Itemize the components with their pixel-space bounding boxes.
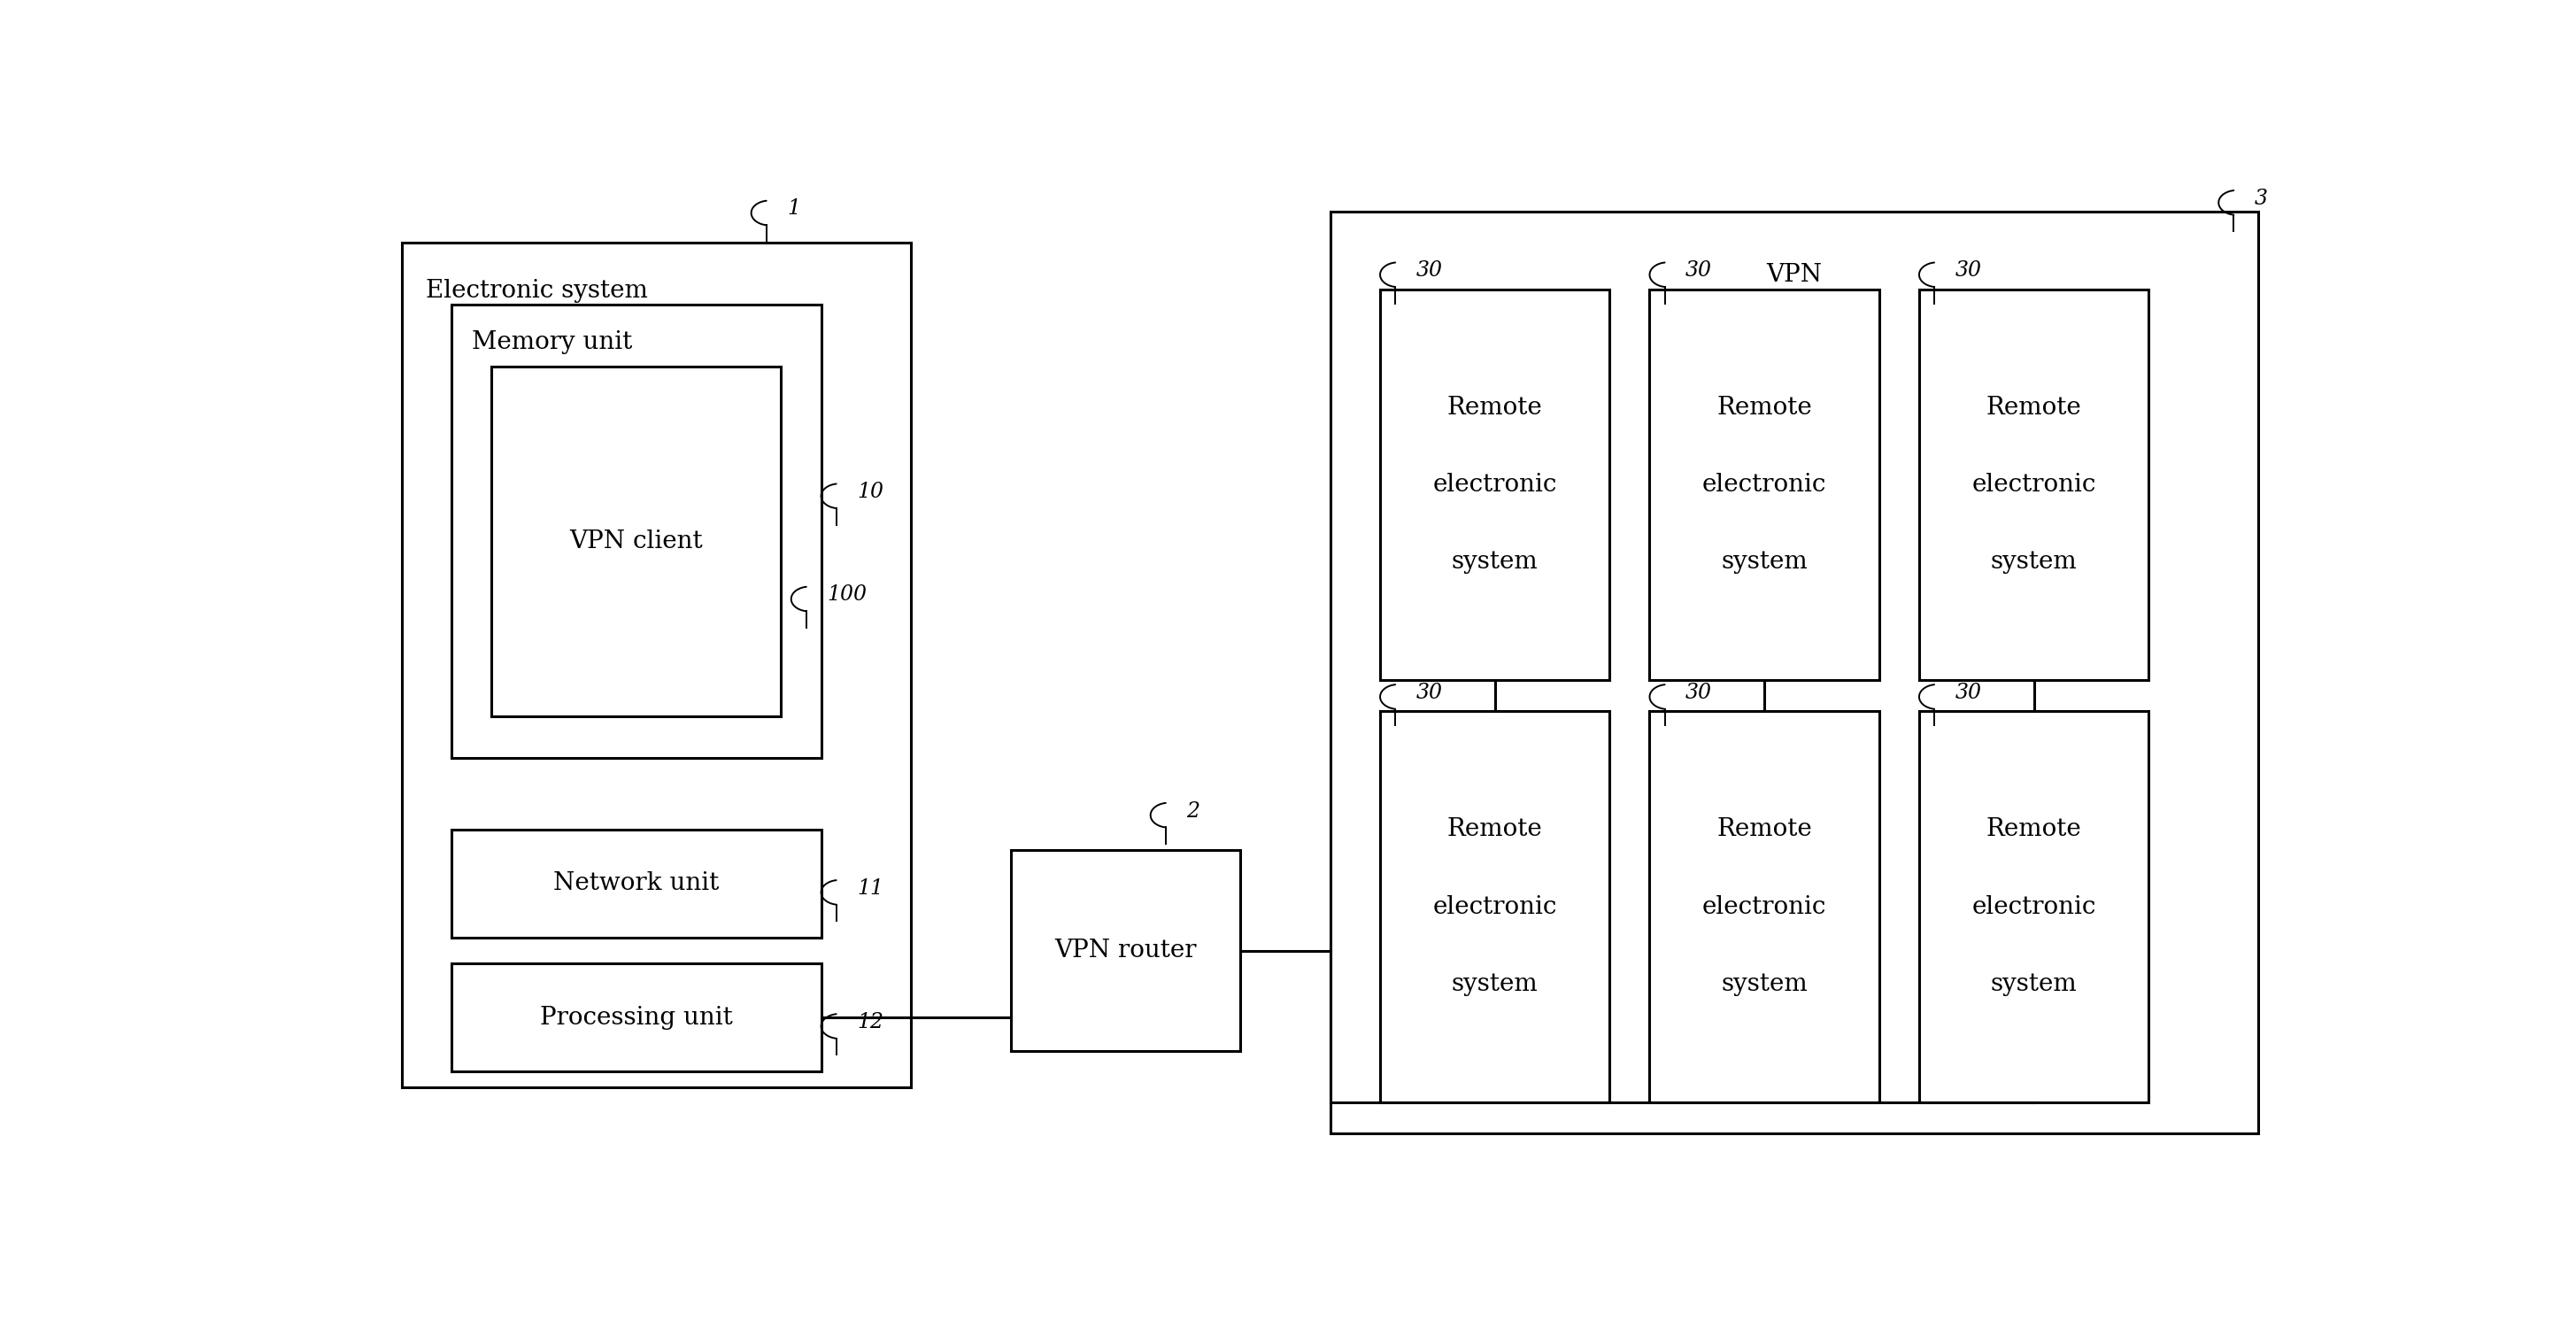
Bar <box>402 243 912 1087</box>
Text: 100: 100 <box>827 584 868 606</box>
Text: electronic: electronic <box>1703 473 1826 496</box>
Text: Remote: Remote <box>1716 818 1811 841</box>
Text: system: system <box>1453 972 1538 996</box>
Text: Memory unit: Memory unit <box>471 330 631 354</box>
Bar <box>492 366 781 717</box>
Bar <box>1919 711 2148 1103</box>
Text: electronic: electronic <box>1971 473 2097 496</box>
Text: electronic: electronic <box>1703 894 1826 919</box>
Bar <box>451 829 822 937</box>
Text: 3: 3 <box>2254 189 2267 209</box>
Text: 30: 30 <box>1417 682 1443 703</box>
Text: 30: 30 <box>1955 261 1981 281</box>
Bar <box>1010 850 1242 1051</box>
Text: VPN: VPN <box>1767 263 1821 287</box>
Text: Network unit: Network unit <box>554 872 719 896</box>
Text: 10: 10 <box>858 481 884 503</box>
Bar <box>451 305 822 758</box>
Text: 11: 11 <box>858 878 884 898</box>
Text: electronic: electronic <box>1971 894 2097 919</box>
Text: 30: 30 <box>1685 261 1713 281</box>
Bar <box>1649 289 1880 681</box>
Text: 30: 30 <box>1417 261 1443 281</box>
Text: system: system <box>1991 550 2076 574</box>
Bar <box>1381 711 1610 1103</box>
Text: 12: 12 <box>858 1012 884 1032</box>
Text: VPN client: VPN client <box>569 529 703 554</box>
Bar <box>1919 289 2148 681</box>
Bar <box>1649 711 1880 1103</box>
Text: electronic: electronic <box>1432 894 1556 919</box>
Text: Processing unit: Processing unit <box>541 1005 732 1029</box>
Text: electronic: electronic <box>1432 473 1556 496</box>
Text: 2: 2 <box>1188 801 1200 821</box>
Text: Remote: Remote <box>1986 396 2081 420</box>
Text: system: system <box>1453 550 1538 574</box>
Text: Remote: Remote <box>1448 396 1543 420</box>
Text: system: system <box>1721 550 1808 574</box>
Text: Remote: Remote <box>1716 396 1811 420</box>
Text: 30: 30 <box>1955 682 1981 703</box>
Text: VPN router: VPN router <box>1054 939 1198 963</box>
Text: Electronic system: Electronic system <box>425 279 649 302</box>
Text: Remote: Remote <box>1986 818 2081 841</box>
Text: system: system <box>1991 972 2076 996</box>
Bar <box>1381 289 1610 681</box>
Bar <box>1329 211 2259 1134</box>
Text: 30: 30 <box>1685 682 1713 703</box>
Text: 1: 1 <box>788 199 801 219</box>
Text: system: system <box>1721 972 1808 996</box>
Bar <box>451 964 822 1071</box>
Text: Remote: Remote <box>1448 818 1543 841</box>
